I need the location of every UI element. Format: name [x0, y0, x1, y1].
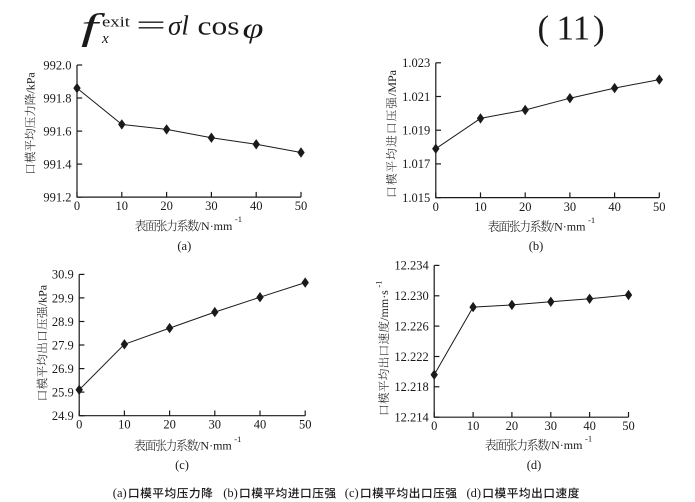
- svg-text:/MPa: /MPa: [385, 69, 399, 96]
- svg-text:0: 0: [74, 199, 80, 213]
- svg-text:1.021: 1.021: [402, 90, 430, 104]
- svg-text:30: 30: [209, 417, 222, 431]
- svg-text:): ): [593, 9, 605, 48]
- svg-text:40: 40: [583, 419, 596, 433]
- svg-text:(c): (c): [175, 458, 189, 472]
- svg-text:exit: exit: [102, 15, 131, 31]
- svg-text:991.8: 991.8: [43, 91, 71, 105]
- svg-text:1.019: 1.019: [402, 124, 430, 138]
- svg-text:12.214: 12.214: [394, 411, 429, 425]
- svg-text:(d): (d): [467, 486, 482, 500]
- svg-text:(a): (a): [177, 239, 191, 253]
- svg-text:/N·mm: /N·mm: [551, 220, 586, 234]
- svg-text:φ: φ: [243, 14, 264, 45]
- svg-text:40: 40: [250, 199, 263, 213]
- svg-text:/mm·s: /mm·s: [377, 290, 391, 321]
- svg-text:cos: cos: [198, 12, 240, 41]
- svg-text:1.023: 1.023: [402, 56, 430, 70]
- svg-text:-1: -1: [373, 280, 383, 287]
- svg-text:(b): (b): [223, 486, 238, 500]
- svg-text:/N·mm: /N·mm: [548, 438, 583, 452]
- svg-text:1.015: 1.015: [402, 191, 430, 205]
- svg-text:(c): (c): [345, 486, 359, 500]
- svg-text:10: 10: [118, 417, 131, 431]
- svg-text:50: 50: [622, 419, 635, 433]
- svg-text:991.4: 991.4: [43, 157, 72, 171]
- svg-text:30: 30: [564, 200, 577, 214]
- svg-text:10: 10: [116, 199, 129, 213]
- svg-text:991.2: 991.2: [43, 190, 71, 204]
- svg-text:-1: -1: [234, 434, 241, 444]
- svg-text:50: 50: [653, 200, 666, 214]
- svg-text:20: 20: [519, 200, 532, 214]
- svg-text:29.9: 29.9: [52, 291, 74, 305]
- svg-text:24.9: 24.9: [52, 409, 74, 423]
- svg-text:30: 30: [205, 199, 218, 213]
- svg-text:50: 50: [299, 417, 312, 431]
- svg-text:0: 0: [433, 200, 439, 214]
- svg-text:(a): (a): [113, 486, 127, 500]
- svg-text:/kPa: /kPa: [24, 72, 38, 94]
- svg-text:/kPa: /kPa: [36, 284, 50, 306]
- svg-text:40: 40: [254, 417, 267, 431]
- svg-text:26.9: 26.9: [52, 362, 74, 376]
- svg-text:0: 0: [76, 417, 82, 431]
- svg-text:x: x: [101, 31, 109, 47]
- svg-text:20: 20: [506, 419, 519, 433]
- svg-text:28.9: 28.9: [52, 315, 74, 329]
- svg-text:-1: -1: [588, 215, 595, 225]
- svg-text:/N·mm: /N·mm: [197, 439, 232, 453]
- svg-text:991.6: 991.6: [43, 124, 71, 138]
- svg-text:σl: σl: [168, 11, 189, 41]
- svg-text:12.226: 12.226: [394, 319, 428, 333]
- svg-text:/N·mm: /N·mm: [198, 219, 233, 233]
- svg-text:25.9: 25.9: [52, 386, 74, 400]
- svg-text:30: 30: [545, 419, 558, 433]
- svg-text:(d): (d): [527, 458, 542, 472]
- svg-text:0: 0: [431, 419, 437, 433]
- svg-text:992.0: 992.0: [43, 58, 71, 72]
- svg-text:12.218: 12.218: [394, 380, 428, 394]
- svg-text:40: 40: [608, 200, 621, 214]
- svg-text:27.9: 27.9: [52, 338, 74, 352]
- svg-text:-1: -1: [235, 214, 242, 224]
- svg-text:12.222: 12.222: [394, 350, 428, 364]
- svg-text:20: 20: [160, 199, 173, 213]
- svg-text:20: 20: [163, 417, 176, 431]
- svg-text:50: 50: [295, 199, 308, 213]
- svg-text:11: 11: [557, 9, 591, 48]
- svg-text:1.017: 1.017: [402, 157, 430, 171]
- svg-text:10: 10: [467, 419, 480, 433]
- svg-text:12.230: 12.230: [394, 289, 428, 303]
- svg-text:10: 10: [474, 200, 487, 214]
- svg-text:(b): (b): [529, 239, 544, 253]
- svg-text:12.234: 12.234: [394, 259, 429, 273]
- svg-text:(: (: [538, 9, 550, 48]
- svg-text:-1: -1: [585, 433, 592, 443]
- svg-text:30.9: 30.9: [52, 268, 74, 282]
- svg-text:=: =: [136, 11, 166, 42]
